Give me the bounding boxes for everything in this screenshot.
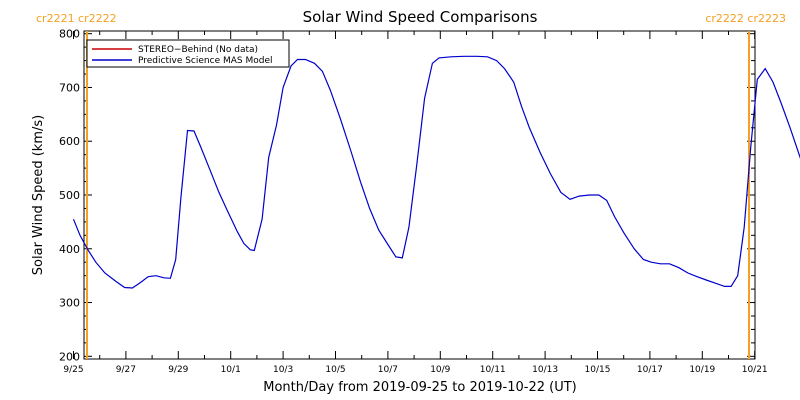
- y-tick-label: 500: [59, 189, 80, 202]
- x-tick-label: 10/1: [221, 365, 241, 375]
- x-tick-label: 10/19: [689, 365, 715, 375]
- carrington-label-left: cr2221 cr2222: [36, 12, 117, 25]
- y-axis-ticks: 200 300 400 500 600 700 800: [59, 28, 755, 363]
- x-tick-label: 10/21: [742, 365, 768, 375]
- carrington-label-right: cr2222 cr2223: [705, 12, 786, 25]
- y-tick-label: 400: [59, 243, 80, 256]
- x-tick-label: 9/29: [168, 365, 188, 375]
- x-tick-label: 10/11: [480, 365, 506, 375]
- x-tick-label: 10/9: [430, 365, 450, 375]
- plot-frame: [83, 30, 756, 360]
- x-tick-label: 10/3: [273, 365, 293, 375]
- series-layer: [72, 55, 800, 289]
- x-axis-label: Month/Day from 2019-09-25 to 2019-10-22 …: [263, 380, 576, 395]
- legend: STEREO−Behind (No data) Predictive Scien…: [86, 39, 290, 68]
- x-tick-label: 10/17: [637, 365, 663, 375]
- legend-box: [86, 39, 290, 68]
- y-tick-label: 300: [59, 297, 80, 310]
- legend-label-mas-model: Predictive Science MAS Model: [138, 56, 273, 66]
- y-tick-label: 700: [59, 81, 80, 94]
- carrington-markers: [86, 31, 750, 359]
- chart-title: Solar Wind Speed Comparisons: [303, 8, 538, 26]
- y-tick-label: 200: [59, 350, 80, 363]
- x-axis-ticks: 9/25 9/27 9/29 10/1 10/3 10/5 10/7 10/9 10/11 10/…: [63, 31, 768, 375]
- y-tick-label: 600: [59, 135, 80, 148]
- series-line-mas-model: [72, 55, 800, 289]
- x-tick-label: 10/5: [325, 365, 345, 375]
- legend-label-stereo: STEREO−Behind (No data): [138, 45, 258, 55]
- x-tick-label: 10/7: [378, 365, 398, 375]
- x-tick-label: 10/15: [585, 365, 611, 375]
- y-axis-label: Solar Wind Speed (km/s): [31, 115, 46, 275]
- x-tick-label: 9/25: [63, 365, 83, 375]
- x-tick-label: 10/13: [532, 365, 558, 375]
- x-tick-label: 9/27: [116, 365, 136, 375]
- y-tick-label: 800: [59, 28, 80, 41]
